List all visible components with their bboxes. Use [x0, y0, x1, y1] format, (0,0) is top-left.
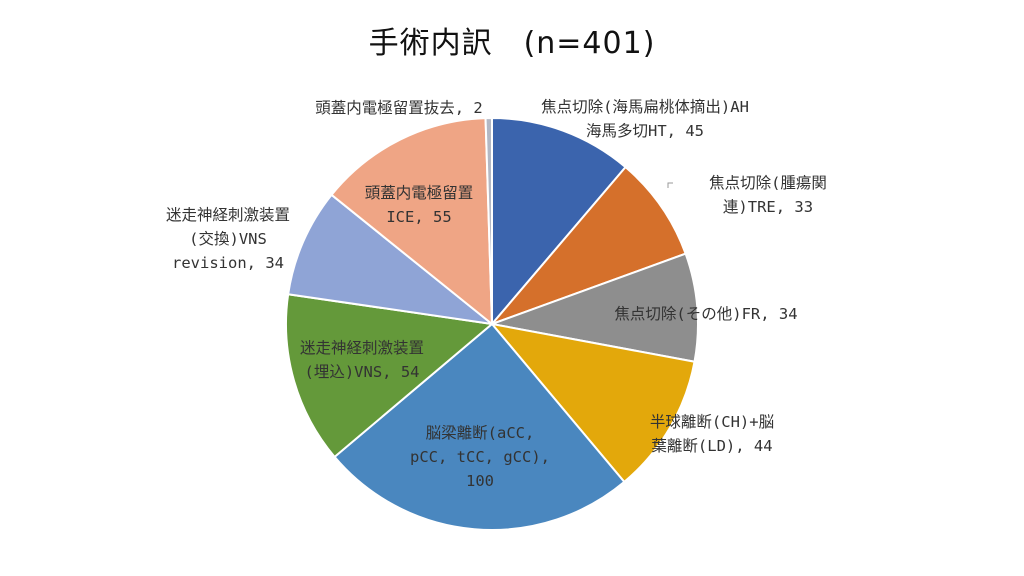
- slice-label: 焦点切除(その他)FR, 34: [614, 305, 797, 323]
- slice-label: 迷走神経刺激装置(交換)VNS revision, 34: [166, 206, 290, 272]
- pie-slice: [491, 116, 627, 327]
- pie-slice: [285, 293, 495, 459]
- slice-label: 脳梁離断(aCC, pCC, tCC, gCC), 100: [410, 424, 550, 490]
- pie-slice: [488, 252, 699, 363]
- slice-label: 焦点切除(腫瘍関連)TRE, 33: [709, 174, 827, 216]
- pie-slice: [330, 117, 494, 327]
- slice-label: 半球離断(CH)+脳葉離断(LD), 44: [650, 413, 774, 455]
- slice-label: 頭蓋内電極留置抜去, 2: [315, 99, 483, 117]
- pie-slice: [484, 116, 493, 325]
- slice-label: 焦点切除(海馬扁桃体摘出)AH 海馬多切HT, 45: [541, 98, 749, 140]
- pie-slice: [488, 165, 687, 327]
- slice-label: 頭蓋内電極留置 ICE, 55: [365, 184, 474, 226]
- chart-title: 手術内訳 (n=401): [368, 26, 656, 61]
- leader-line: [667, 182, 673, 188]
- pie-slice: [287, 193, 496, 326]
- slice-label: 迷走神経刺激装置(埋込)VNS, 54: [300, 339, 424, 381]
- pie-slice: [489, 322, 696, 484]
- pie-slice: [333, 322, 626, 531]
